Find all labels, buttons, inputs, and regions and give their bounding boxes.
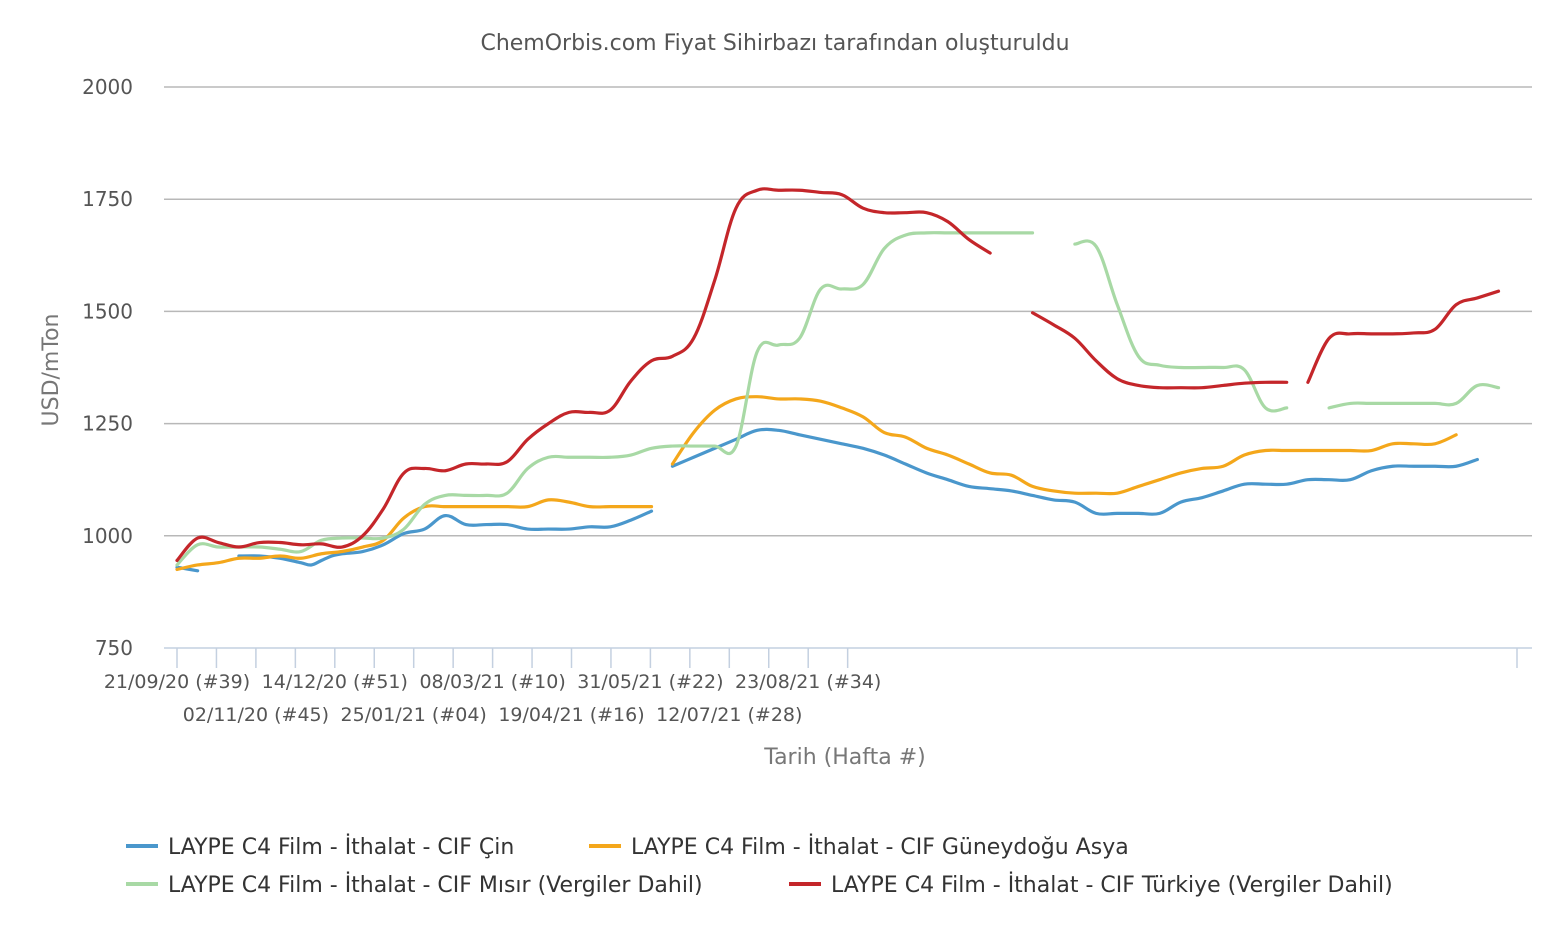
legend-item-3[interactable]: LAYPE C4 Film - İthalat - CIF Mısır (Ver… xyxy=(126,872,703,898)
series-lines xyxy=(175,187,1501,573)
chart-title: ChemOrbis.com Fiyat Sihirbazı tarafından… xyxy=(480,31,1069,56)
series-line-2 xyxy=(670,395,1458,496)
x-tick-label: 25/01/21 (#04) xyxy=(341,704,487,726)
legend-label: LAYPE C4 Film - İthalat - CIF Türkiye (V… xyxy=(831,872,1393,898)
series-line-1 xyxy=(175,565,200,573)
y-tick-label: 1500 xyxy=(82,299,133,323)
gridlines xyxy=(164,86,1532,537)
series-line-4 xyxy=(1030,311,1289,390)
x-axis: 21/09/20 (#39) 02/11/20 (#45) 14/12/20 (#5… xyxy=(104,647,1532,726)
x-tick-label: 14/12/20 (#51) xyxy=(262,671,408,693)
series-line-4 xyxy=(1306,289,1501,384)
x-tick-label: 19/04/21 (#16) xyxy=(498,704,644,726)
series-line-1 xyxy=(670,427,1479,516)
y-tick-label: 2000 xyxy=(82,75,133,99)
legend-item-2[interactable]: LAYPE C4 Film - İthalat - CIF Güneydoğu … xyxy=(589,834,1129,860)
x-axis-title: Tarih (Hafta #) xyxy=(763,745,925,770)
x-tick-label: 12/07/21 (#28) xyxy=(656,704,802,726)
legend-item-1[interactable]: LAYPE C4 Film - İthalat - CIF Çin xyxy=(126,834,514,860)
y-tick-label: 750 xyxy=(95,636,133,660)
legend-label: LAYPE C4 Film - İthalat - CIF Çin xyxy=(168,834,514,860)
series-line-2 xyxy=(175,498,654,572)
x-tick-label: 02/11/20 (#45) xyxy=(183,704,329,726)
x-tick-label: 21/09/20 (#39) xyxy=(104,671,250,693)
x-tick-label: 08/03/21 (#10) xyxy=(419,671,565,693)
y-axis-ticks: 750 1000 1250 1500 1750 2000 xyxy=(82,75,133,660)
legend-item-4[interactable]: LAYPE C4 Film - İthalat - CIF Türkiye (V… xyxy=(789,872,1393,898)
legend-label: LAYPE C4 Film - İthalat - CIF Mısır (Ver… xyxy=(168,872,703,898)
y-tick-label: 1750 xyxy=(82,187,133,211)
x-tick-label: 23/08/21 (#34) xyxy=(735,671,881,693)
legend-label: LAYPE C4 Film - İthalat - CIF Güneydoğu … xyxy=(631,834,1129,860)
legend[interactable]: LAYPE C4 Film - İthalat - CIF Çin LAYPE C… xyxy=(126,834,1393,898)
x-tick-label: 31/05/21 (#22) xyxy=(577,671,723,693)
series-line-3 xyxy=(1073,239,1289,413)
series-line-4 xyxy=(175,187,992,563)
y-tick-label: 1000 xyxy=(82,524,133,548)
y-tick-label: 1250 xyxy=(82,412,133,436)
series-line-3 xyxy=(175,231,1035,567)
y-axis-title: USD/mTon xyxy=(39,314,64,427)
series-line-1 xyxy=(237,509,654,567)
series-line-3 xyxy=(1327,382,1501,410)
